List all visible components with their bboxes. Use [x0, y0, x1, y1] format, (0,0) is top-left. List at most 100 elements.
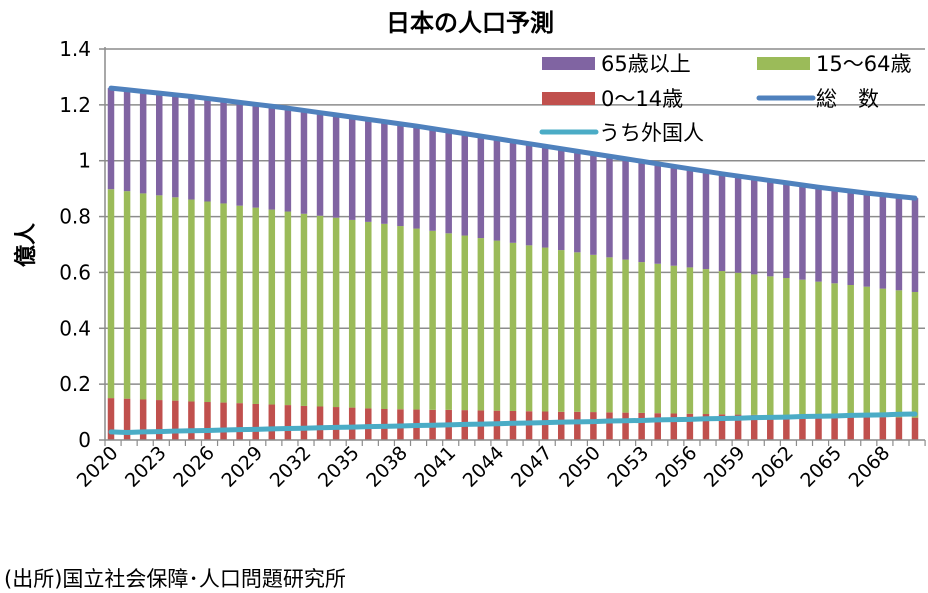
bar-segment [107, 398, 115, 440]
bar-segment [332, 114, 340, 218]
bar-segment [702, 414, 710, 440]
line-series [108, 411, 918, 435]
bar-segment [879, 417, 887, 440]
x-tick-label: 2026 [169, 442, 219, 492]
legend-label: 65歳以上 [601, 52, 691, 76]
bar-segment [348, 219, 356, 408]
bar-segment [702, 171, 710, 270]
bar-segment [734, 272, 742, 415]
bar-segment [332, 407, 340, 440]
bars [107, 88, 919, 440]
bar-segment [767, 415, 774, 440]
bar-segment [911, 417, 919, 440]
bar-segment [445, 131, 452, 234]
bar-segment [622, 158, 629, 260]
bar-segment [268, 209, 276, 405]
bar-segment [541, 411, 549, 440]
x-tick-label: 2053 [603, 442, 653, 492]
bar-segment [284, 211, 292, 406]
bar-segment [139, 399, 147, 440]
bar-segment [863, 416, 871, 440]
bar-segment [590, 412, 597, 440]
bar-segment [574, 411, 581, 440]
bar-segment [107, 189, 115, 399]
bar-segment [831, 416, 838, 440]
bar-segment [895, 417, 903, 440]
x-tick-label: 2056 [652, 442, 702, 492]
bar-segment [220, 100, 227, 204]
y-axis-label: 億人 [13, 223, 39, 267]
bar-segment [590, 254, 597, 413]
bar-segment [750, 274, 758, 415]
bar-segment [606, 412, 613, 440]
bar-segment [509, 141, 517, 243]
y-tick-label: 1 [78, 149, 91, 173]
y-tick-label: 1.4 [59, 37, 91, 61]
bar-segment [670, 166, 678, 266]
bar-segment [895, 196, 903, 291]
bar-segment [172, 94, 179, 198]
bar-segment [381, 223, 388, 409]
x-tick-label: 2059 [700, 442, 750, 492]
bar-segment [172, 197, 179, 401]
bar-segment [204, 98, 211, 202]
bar-segment [815, 281, 822, 416]
bar-segment [155, 400, 163, 440]
bar-segment [799, 279, 806, 416]
bar-segment [574, 252, 581, 412]
bar-segment [654, 413, 661, 440]
bar-segment [123, 398, 131, 440]
bar-segment [348, 117, 356, 220]
x-tick-label: 2029 [218, 442, 268, 492]
bar-segment [123, 89, 131, 192]
bar-segment [574, 151, 581, 253]
bar-segment [429, 230, 436, 410]
y-axis-ticks: 0 0.2 0.4 0.6 0.8 1 1.2 1.4 [59, 37, 105, 452]
bar-segment [268, 106, 276, 210]
bar-segment [236, 403, 243, 440]
y-tick-label: 0.8 [59, 205, 91, 229]
bar-segment [220, 203, 227, 403]
x-tick-label: 2047 [507, 442, 557, 492]
legend-swatch [542, 92, 595, 105]
bar-segment [734, 414, 742, 440]
bar-segment [686, 267, 694, 414]
bar-segment [155, 195, 163, 401]
legend-label: うち外国人 [599, 121, 704, 145]
bar-segment [300, 110, 308, 214]
bar-segment [188, 401, 195, 440]
bar-segment [381, 121, 388, 224]
x-axis-ticks: 2020202320262029203220352038204120442047… [73, 440, 926, 492]
bar-segment [300, 405, 308, 440]
x-tick-label: 2023 [121, 442, 171, 492]
bar-segment [172, 400, 179, 440]
y-tick-label: 0.2 [59, 372, 91, 396]
x-tick-label: 2062 [748, 442, 798, 492]
y-tick-label: 0 [78, 428, 91, 452]
bar-segment [429, 128, 436, 231]
source-note: (出所)国立社会保障･人口問題研究所 [4, 567, 346, 591]
x-tick-label: 2038 [362, 442, 412, 492]
bar-segment [783, 278, 790, 416]
bar-segment [799, 185, 806, 280]
bar-segment [606, 156, 613, 258]
bar-segment [638, 262, 645, 413]
legend-swatch [542, 57, 595, 70]
bar-segment [139, 91, 147, 194]
bar-segment [557, 411, 565, 440]
bar-segment [365, 119, 372, 222]
bar-segment [863, 193, 871, 287]
chart-title: 日本の人口予測 [386, 9, 554, 37]
bar-segment [220, 402, 227, 440]
bar-segment [236, 205, 243, 404]
bar-segment [767, 276, 774, 416]
legend-swatch [757, 57, 810, 70]
bar-segment [477, 238, 485, 411]
bar-segment [123, 191, 131, 399]
x-tick-label: 2041 [410, 442, 460, 492]
bar-segment [284, 405, 292, 440]
bar-segment [525, 245, 533, 412]
bar-segment [413, 228, 420, 410]
